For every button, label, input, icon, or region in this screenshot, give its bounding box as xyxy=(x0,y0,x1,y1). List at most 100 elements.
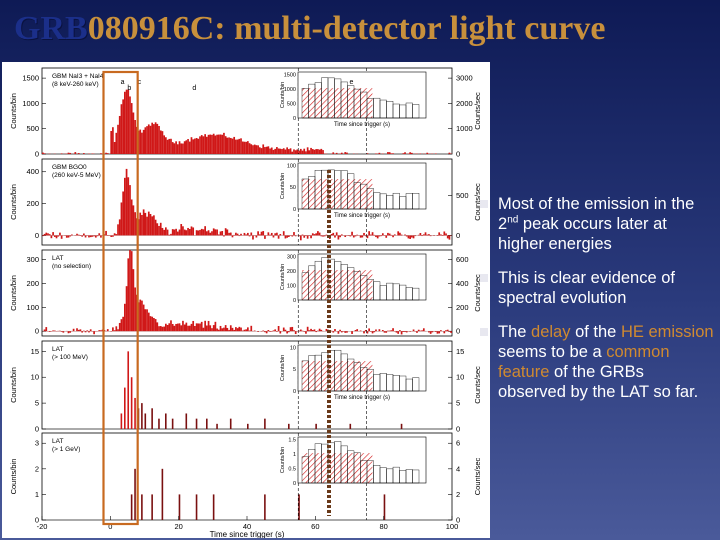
light-curve-bar xyxy=(293,232,295,236)
y-tick-label: 0 xyxy=(35,231,39,240)
light-curve-bar xyxy=(224,136,227,154)
light-curve-bar xyxy=(226,137,229,154)
light-curve-bar xyxy=(315,149,318,154)
light-curve-bar xyxy=(147,124,150,154)
light-curve-bar xyxy=(376,235,379,239)
light-curve-bar xyxy=(165,323,167,332)
light-curve-bar xyxy=(151,122,154,154)
x-axis-label: Time since trigger (s) xyxy=(210,530,285,538)
light-curve-bar xyxy=(112,235,114,237)
light-curve-bar xyxy=(159,130,162,154)
light-curve-bar xyxy=(262,144,265,154)
light-curve-bar xyxy=(272,235,275,238)
light-curve-bar xyxy=(238,235,241,237)
light-curve-bar xyxy=(168,138,171,154)
light-curve-bar xyxy=(240,233,242,236)
light-curve-bar xyxy=(397,331,400,334)
light-curve-bar xyxy=(161,227,164,236)
light-curve-bar xyxy=(264,331,266,333)
light-curve-bar xyxy=(422,234,425,236)
light-curve-bar xyxy=(91,153,94,154)
right-tick-label: 5 xyxy=(456,399,460,408)
light-curve-bar xyxy=(183,324,186,332)
high-energy-spike xyxy=(141,494,143,520)
light-curve-bar xyxy=(194,325,196,332)
light-curve-bar xyxy=(298,150,300,154)
slide-title: GRB080916C: multi-detector light curve xyxy=(14,4,714,54)
light-curve-bar xyxy=(231,235,234,238)
light-curve-bar xyxy=(94,235,97,238)
light-curve-bar xyxy=(59,232,61,236)
light-curve-bar xyxy=(235,232,237,236)
light-curve-bar xyxy=(229,232,232,236)
light-curve-bar xyxy=(229,137,232,154)
right-tick-label: 0 xyxy=(456,231,460,240)
light-curve-bar xyxy=(120,319,123,332)
light-curve-bar xyxy=(299,329,302,332)
light-curve-bar xyxy=(250,232,253,236)
light-curve-bar xyxy=(59,330,61,332)
light-curve-bar xyxy=(236,328,239,332)
light-curve-bar xyxy=(344,235,347,238)
high-energy-spike xyxy=(400,423,403,429)
light-curve-bar xyxy=(301,234,304,236)
light-curve-bar xyxy=(113,330,116,332)
light-curve-bar xyxy=(175,141,177,154)
title-grb: GRB xyxy=(14,10,88,47)
light-curve-bar xyxy=(93,235,95,237)
light-curve-bar xyxy=(255,145,258,154)
light-curve-bar xyxy=(392,328,394,332)
light-curve-bar xyxy=(293,330,295,332)
inset-hatch xyxy=(302,179,373,209)
light-curve-bar xyxy=(206,136,208,154)
high-energy-spike xyxy=(195,494,198,520)
light-curve-bar xyxy=(144,309,147,332)
bullet-item: This is clear evidence of spectral evolu… xyxy=(476,268,716,308)
light-curve-bar xyxy=(390,234,393,236)
light-curve-bar xyxy=(45,232,48,236)
light-curve-bar xyxy=(180,224,183,236)
right-tick-label: 2 xyxy=(456,490,460,499)
light-curve-bar xyxy=(127,89,130,154)
light-curve-bar xyxy=(147,211,150,236)
right-tick-label: 10 xyxy=(456,373,464,382)
inset-tick-label: 1 xyxy=(293,452,296,458)
light-curve-bar xyxy=(417,329,420,332)
light-curve-bar xyxy=(158,326,160,332)
light-curve-bar xyxy=(187,139,189,154)
light-curve-bar xyxy=(161,326,164,332)
light-curve-bar xyxy=(238,326,241,332)
light-curve-bar xyxy=(446,329,449,332)
light-curve-bar xyxy=(339,153,341,154)
light-curve-bar xyxy=(105,152,107,154)
light-curve-bar xyxy=(260,231,263,236)
light-curve-bar xyxy=(125,89,128,154)
light-curve-bar xyxy=(260,148,263,154)
x-tick-label: 80 xyxy=(379,522,387,531)
light-curve-bar xyxy=(91,235,94,237)
light-curve-bar xyxy=(195,323,198,332)
light-curve-bar xyxy=(86,330,89,332)
light-curve-bar xyxy=(247,141,249,154)
light-curve-bar xyxy=(60,235,63,239)
light-curve-bar xyxy=(375,329,377,332)
light-curve-bar xyxy=(428,331,430,333)
light-curve-bar xyxy=(448,152,451,154)
light-curve-bar xyxy=(141,300,143,332)
light-curve-bar xyxy=(334,329,336,332)
light-curve-bar xyxy=(182,226,184,236)
light-curve-bar xyxy=(361,235,364,238)
light-curve-bar xyxy=(339,235,341,238)
light-curve-bar xyxy=(252,235,254,240)
light-curve-bar xyxy=(282,327,285,332)
light-curve-bar xyxy=(221,328,224,332)
light-curve-bar xyxy=(153,215,155,236)
light-curve-bar xyxy=(217,329,220,332)
light-curve-bar xyxy=(315,233,318,236)
light-curve-bar xyxy=(306,147,309,154)
light-curve-bar xyxy=(209,325,212,332)
light-curve-bar xyxy=(53,235,56,237)
y-tick-label: 1 xyxy=(35,490,39,499)
light-curve-bar xyxy=(200,228,203,236)
